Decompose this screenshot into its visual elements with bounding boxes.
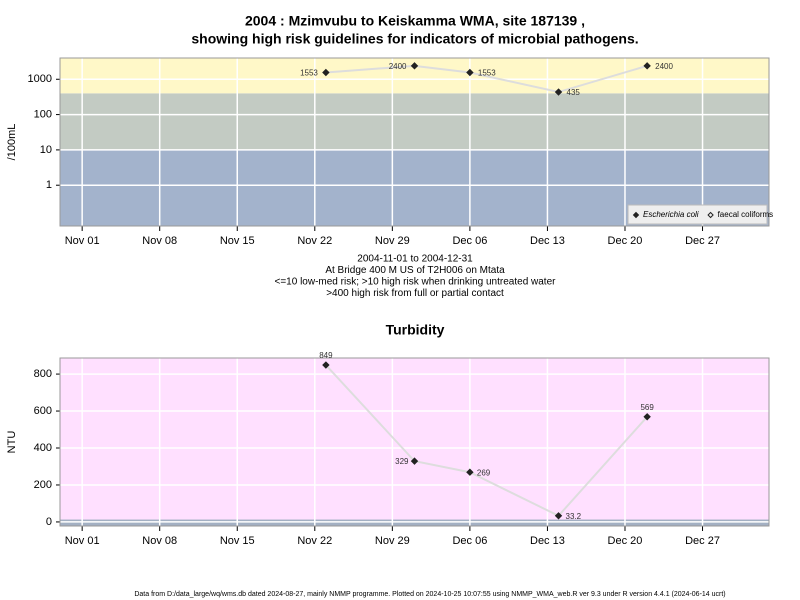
y-tick-label: 400 [34,442,52,454]
data-point [643,62,651,70]
data-label: 269 [477,468,491,477]
data-label: 329 [395,457,409,466]
x-tick-label: Dec 20 [608,535,643,547]
x-tick-label: Dec 06 [452,235,487,247]
data-label: 2400 [655,62,673,71]
y-axis-label: NTU [6,431,18,454]
data-point [322,361,330,369]
data-label: 33.2 [566,512,582,521]
data-point [466,468,474,476]
legend-label: faecal coliforms [718,210,774,219]
x-tick-label: Nov 15 [220,535,255,547]
risk-band [60,93,769,150]
data-label: 1553 [478,69,496,78]
data-point [554,512,563,520]
data-point [554,88,563,96]
data-label: 569 [640,403,654,412]
y-tick-label: 10 [40,144,52,156]
data-point [322,68,330,77]
data-point [466,68,474,77]
x-tick-label: Nov 01 [65,535,100,547]
y-tick-label: 800 [34,368,52,380]
legend-box [627,204,768,225]
y-tick-label: 600 [34,405,52,417]
data-label: 1553 [300,69,318,78]
caption-note: 2004-11-01 to 2004-12-31 [357,254,473,265]
x-tick-label: Dec 20 [608,235,643,247]
data-label: 2400 [389,62,407,71]
x-tick-label: Dec 27 [685,535,720,547]
y-tick-label: 0 [46,516,52,528]
legend-marker [632,211,640,219]
data-label: 435 [567,88,581,97]
x-tick-label: Nov 22 [297,535,332,547]
chart-title: Turbidity [386,322,445,338]
x-tick-label: Nov 01 [65,235,100,247]
legend-marker [707,211,714,219]
x-tick-label: Dec 13 [530,235,565,247]
plot-border [59,57,770,227]
data-point [410,62,419,70]
x-tick-label: Dec 13 [530,535,565,547]
legend-label: Escherichia coli [643,210,699,219]
y-tick-label: 100 [34,108,52,120]
y-axis-label: /100mL [6,124,18,161]
chart-title: showing high risk guidelines for indicat… [191,31,638,47]
x-tick-label: Dec 06 [452,535,487,547]
plot-border [59,357,770,527]
risk-band [60,358,769,520]
caption-note: >400 high risk from full or partial cont… [326,288,504,299]
caption-note: At Bridge 400 M US of T2H006 on Mtata [325,265,505,276]
data-point [410,457,419,465]
chart-title: 2004 : Mzimvubu to Keiskamma WMA, site 1… [245,13,585,29]
risk-band [60,519,769,526]
x-tick-label: Nov 29 [375,235,410,247]
x-tick-label: Nov 22 [297,235,332,247]
x-tick-label: Nov 08 [142,535,177,547]
x-tick-label: Nov 29 [375,535,410,547]
footer: Data from D:/data_large/wq/wms.db dated … [134,591,725,598]
y-tick-label: 1000 [28,73,52,85]
caption-note: <=10 low-med risk; >10 high risk when dr… [275,277,557,288]
x-tick-label: Nov 15 [220,235,255,247]
y-tick-label: 200 [34,479,52,491]
data-label: 849 [319,351,333,360]
x-tick-label: Dec 27 [685,235,720,247]
data-point [643,413,651,421]
x-tick-label: Nov 08 [142,235,177,247]
y-tick-label: 1 [46,179,52,191]
